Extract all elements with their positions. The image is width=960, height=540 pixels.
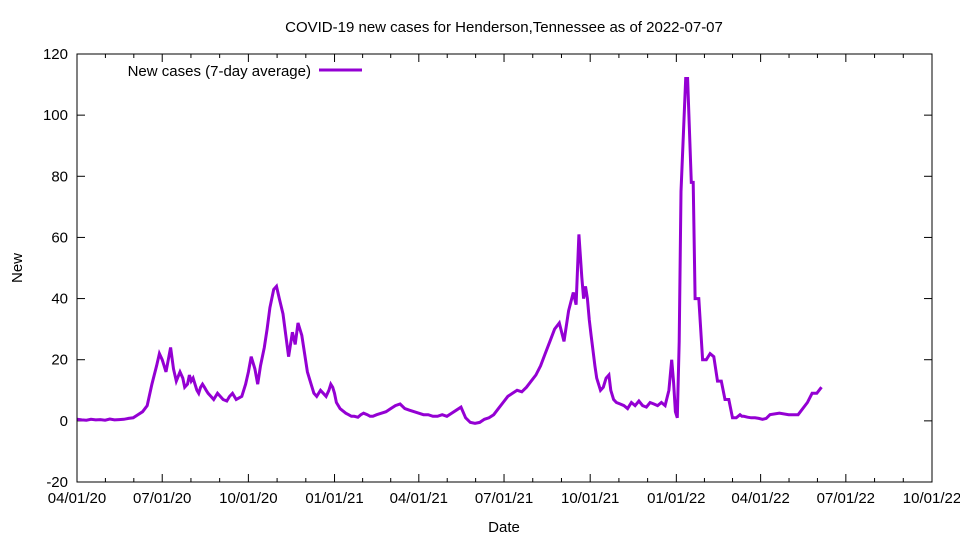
x-axis-label: Date <box>488 519 520 536</box>
chart-title: COVID-19 new cases for Henderson,Tenness… <box>285 19 723 36</box>
x-tick-label: 10/01/21 <box>561 490 619 507</box>
x-tick-label: 10/01/22 <box>903 490 960 507</box>
x-tick-label: 04/01/22 <box>731 490 789 507</box>
x-tick-label: 01/01/21 <box>305 490 363 507</box>
y-tick-label: 60 <box>51 229 68 246</box>
y-tick-label: 100 <box>43 107 68 124</box>
x-tick-label: 01/01/22 <box>647 490 705 507</box>
plot-frame <box>76 53 933 483</box>
y-tick-label: 40 <box>51 291 68 308</box>
y-tick-label: 0 <box>60 413 68 430</box>
y-tick-label: 120 <box>43 46 68 63</box>
x-tick-label: 04/01/21 <box>390 490 448 507</box>
plot-area: -20 0 20 40 60 80 100 120 04/01/20 07/01/20 10/01/… <box>43 46 960 507</box>
legend-label: New cases (7-day average) <box>128 63 311 80</box>
y-tick-label: 20 <box>51 352 68 369</box>
x-tick-label: 07/01/22 <box>817 490 875 507</box>
x-tick-label: 07/01/20 <box>133 490 191 507</box>
series-line <box>76 77 823 425</box>
y-axis-label: New <box>9 253 26 283</box>
legend: New cases (7-day average) <box>128 63 362 80</box>
y-tick-label: -20 <box>46 474 68 491</box>
x-tick-label: 04/01/20 <box>48 490 106 507</box>
x-tick-label: 10/01/20 <box>219 490 277 507</box>
y-tick-label: 80 <box>51 168 68 185</box>
x-tick-label: 07/01/21 <box>475 490 533 507</box>
